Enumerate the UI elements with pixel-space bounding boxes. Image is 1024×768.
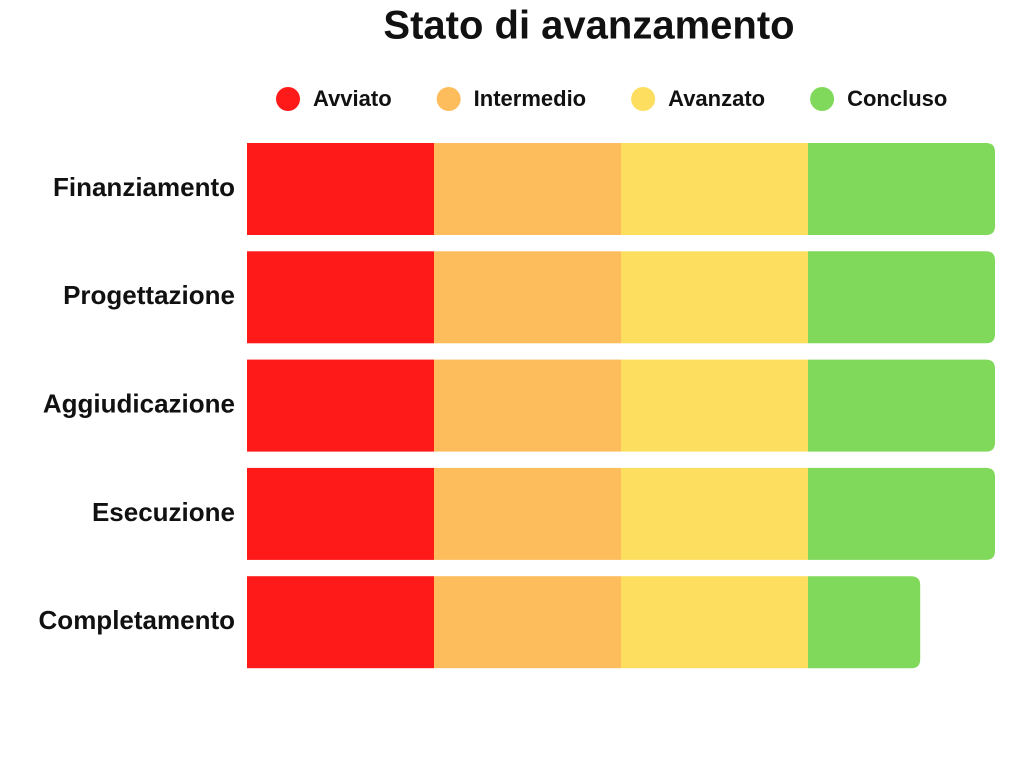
legend-marker	[436, 87, 461, 111]
bar-segment	[434, 143, 621, 235]
bar-segment	[247, 251, 434, 344]
bar-segment	[808, 251, 995, 344]
category-label: Completamento	[39, 605, 235, 635]
bar-segment	[808, 467, 995, 560]
category-label: Esecuzione	[92, 497, 235, 527]
bar-segment	[434, 359, 621, 452]
legend-label: Intermedio	[474, 86, 586, 111]
bar-segment	[434, 576, 621, 669]
bar-segment	[808, 576, 921, 669]
bar-segment	[621, 467, 808, 560]
legend-label: Concluso	[847, 86, 947, 111]
legend-marker	[276, 87, 300, 111]
category-label: Progettazione	[63, 280, 235, 310]
bar-segment	[434, 467, 621, 560]
bar-segment	[247, 143, 434, 235]
bar-segment	[247, 359, 434, 452]
bar-segment	[247, 576, 434, 669]
legend-marker	[810, 87, 835, 111]
chart-title: Stato di avanzamento	[383, 4, 794, 48]
bar-segment	[621, 251, 808, 344]
legend-label: Avanzato	[668, 86, 765, 111]
bar-segment	[808, 359, 995, 452]
legend-marker	[631, 87, 656, 111]
bar-segment	[247, 467, 434, 560]
bar-segment	[621, 576, 808, 669]
bar-segment	[434, 251, 621, 344]
bar-segment	[621, 359, 808, 452]
bar-segment	[621, 143, 808, 235]
category-label: Aggiudicazione	[43, 388, 235, 418]
legend-label: Avviato	[313, 86, 392, 111]
bar-segment	[808, 143, 995, 235]
category-label: Finanziamento	[53, 172, 235, 202]
